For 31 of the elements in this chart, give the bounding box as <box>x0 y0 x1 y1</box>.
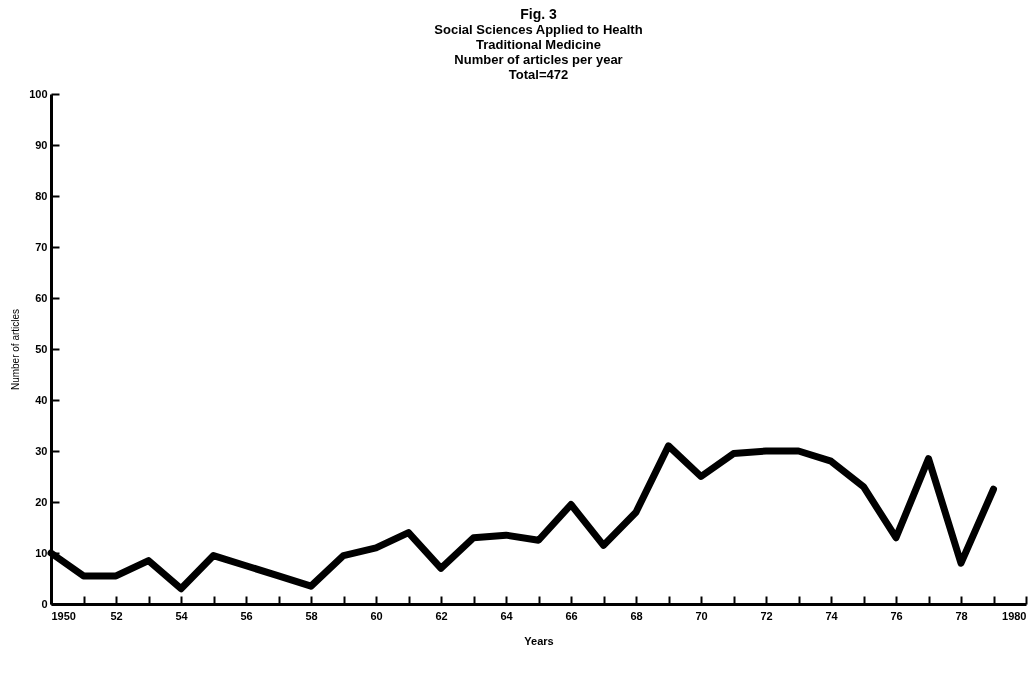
x-tick-label: 1950 <box>51 609 76 622</box>
x-axis-title: Years <box>524 634 554 647</box>
y-tick-label: 40 <box>35 393 48 406</box>
y-tick-label: 90 <box>35 138 48 151</box>
y-tick-label: 30 <box>35 444 48 457</box>
x-tick-label: 62 <box>435 609 448 622</box>
y-tick-label: 100 <box>29 87 48 100</box>
y-tick-label: 80 <box>35 189 48 202</box>
x-tick-label: 72 <box>760 609 773 622</box>
x-tick-label: 1980 <box>1002 609 1027 622</box>
x-tick-label: 56 <box>240 609 253 622</box>
x-tick-label: 52 <box>110 609 123 622</box>
x-tick-label: 70 <box>695 609 708 622</box>
chart-subtitle: Social Sciences Applied to Health Traditional Medicine Number of articles per year Total=472 <box>434 22 643 82</box>
y-tick-label: 50 <box>35 342 48 355</box>
chart-title: Fig. 3 <box>520 6 557 22</box>
x-tick-label: 68 <box>630 609 643 622</box>
y-axis-title: Number of articles <box>10 308 22 391</box>
y-tick-label: 0 <box>41 597 48 610</box>
x-tick-label: 60 <box>370 609 383 622</box>
x-tick-label: 66 <box>565 609 578 622</box>
x-tick-label: 74 <box>825 609 839 622</box>
y-tick-label: 60 <box>35 291 48 304</box>
x-tick-label: 58 <box>305 609 318 622</box>
y-tick-label: 70 <box>35 240 48 253</box>
x-tick-label: 54 <box>175 609 189 622</box>
y-tick-label: 10 <box>35 546 48 559</box>
x-tick-label: 76 <box>890 609 903 622</box>
y-tick-label: 20 <box>35 495 48 508</box>
x-tick-label: 78 <box>955 609 968 622</box>
x-tick-label: 64 <box>500 609 514 622</box>
